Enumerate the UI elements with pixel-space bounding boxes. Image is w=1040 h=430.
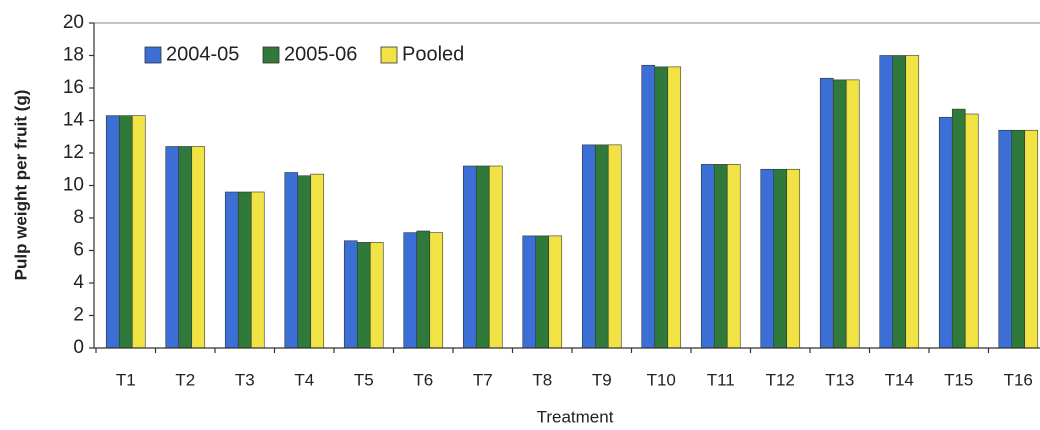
- x-tick-label: T10: [647, 370, 676, 389]
- x-tick-label: T9: [592, 370, 612, 389]
- bar: [641, 64, 656, 349]
- bar: [786, 168, 801, 349]
- legend-swatch: [380, 46, 398, 64]
- y-tick-label: 2: [73, 305, 84, 326]
- y-axis-label: Pulp weight per fruit (g): [11, 90, 30, 281]
- bar: [237, 191, 252, 349]
- bar: [938, 116, 953, 349]
- x-tick-label: T14: [885, 370, 914, 389]
- bar: [964, 113, 979, 349]
- bar: [892, 55, 907, 349]
- bar: [429, 232, 444, 349]
- bar: [178, 146, 193, 349]
- y-tick-label: 14: [63, 110, 85, 131]
- x-tick-label: T8: [532, 370, 552, 389]
- bar: [760, 168, 775, 349]
- x-tick-label: T4: [294, 370, 314, 389]
- x-tick-label: T5: [354, 370, 374, 389]
- bar: [998, 129, 1013, 349]
- bar: [819, 77, 834, 349]
- y-tick-label: 16: [63, 77, 84, 98]
- bar: [191, 146, 206, 349]
- bar: [667, 66, 682, 349]
- x-tick-label: T6: [413, 370, 433, 389]
- bar: [250, 191, 265, 349]
- y-tick-label: 0: [73, 337, 84, 358]
- y-tick-label: 10: [63, 175, 84, 196]
- bar: [369, 242, 384, 349]
- y-tick-label: 20: [63, 12, 84, 33]
- legend-label: Pooled: [402, 43, 464, 65]
- bar: [535, 235, 550, 349]
- legend-swatch: [144, 46, 162, 64]
- bar: [131, 115, 146, 349]
- bar: [1024, 129, 1039, 349]
- bar: [416, 230, 431, 349]
- bar: [297, 175, 312, 349]
- x-tick-label: T16: [1004, 370, 1033, 389]
- x-tick-label: T1: [116, 370, 136, 389]
- x-tick-label: T11: [707, 370, 735, 389]
- bar: [284, 172, 299, 349]
- bar: [594, 144, 609, 349]
- bar: [713, 164, 728, 349]
- bar: [581, 144, 596, 349]
- legend-label: 2004-05: [166, 43, 239, 65]
- x-tick-label: T13: [825, 370, 854, 389]
- bar: [403, 232, 418, 349]
- bar: [343, 240, 358, 349]
- bar: [905, 55, 920, 349]
- bar: [475, 165, 490, 349]
- bar: [310, 173, 325, 349]
- y-tick-label: 6: [73, 240, 84, 261]
- x-tick-label: T15: [944, 370, 973, 389]
- y-tick-label: 8: [73, 207, 84, 228]
- legend-swatch: [262, 46, 280, 64]
- y-tick-label: 18: [63, 45, 84, 66]
- x-tick-label: T12: [766, 370, 795, 389]
- bar: [654, 66, 669, 349]
- bar: [951, 108, 966, 349]
- legend-label: 2005-06: [284, 43, 357, 65]
- y-tick-label: 4: [73, 272, 84, 293]
- x-tick-label: T3: [235, 370, 255, 389]
- bar: [224, 191, 239, 349]
- y-tick-label: 12: [63, 142, 84, 163]
- bar: [845, 79, 860, 349]
- bar: [118, 115, 133, 349]
- bar: [488, 165, 503, 349]
- x-tick-label: T7: [473, 370, 493, 389]
- bar: [773, 168, 788, 349]
- bar: [832, 79, 847, 349]
- bar: [700, 164, 715, 349]
- bar: [548, 235, 563, 349]
- bar: [165, 146, 180, 349]
- bar: [356, 242, 371, 349]
- x-tick-label: T2: [175, 370, 195, 389]
- bar: [522, 235, 537, 349]
- bar: [1011, 129, 1026, 349]
- bar: [607, 144, 622, 349]
- bar: [105, 115, 120, 349]
- bar: [726, 164, 741, 349]
- x-axis-label: Treatment: [537, 407, 614, 426]
- bar: [879, 55, 894, 349]
- bar: [462, 165, 477, 349]
